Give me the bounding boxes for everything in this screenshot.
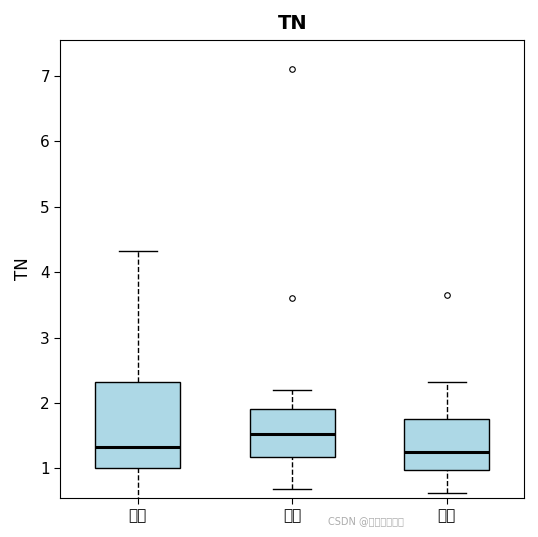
Text: CSDN @拓数数据部落: CSDN @拓数数据部落 [328, 516, 404, 526]
Y-axis label: TN: TN [14, 257, 32, 280]
Bar [250, 409, 335, 456]
Bar [95, 382, 180, 468]
Title: TN: TN [278, 14, 307, 33]
Bar [405, 419, 490, 469]
